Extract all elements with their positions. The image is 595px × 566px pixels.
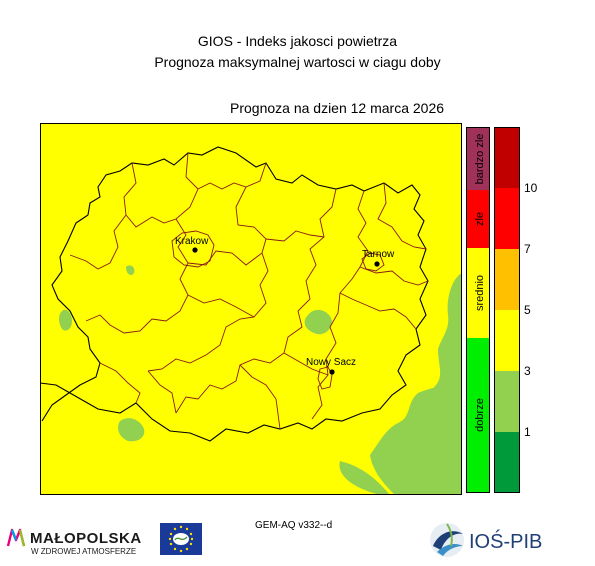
green-patch-east — [412, 273, 462, 419]
category-label-good: dobrze — [474, 398, 486, 432]
eu-life-logo — [160, 523, 202, 555]
green-patch-west — [59, 309, 72, 331]
forecast-map: Krakow Tarnow Nowy Sacz — [40, 123, 462, 495]
category-bad — [466, 190, 490, 248]
category-legend: bardzo zle zle srednio dobrze — [466, 127, 490, 493]
category-label-bad: zle — [474, 212, 486, 226]
malopolska-wordmark: MAŁOPOLSKA — [30, 530, 142, 547]
forecast-date: Prognoza na dzien 12 marca 2026 — [230, 100, 445, 116]
krakow-label: Krakow — [175, 236, 209, 247]
green-patch-southwest — [118, 418, 145, 442]
map-subtitle: Prognoza maksymalnej wartosci w ciagu do… — [154, 54, 441, 70]
tarnow-marker — [374, 261, 380, 267]
scale-band-4 — [494, 249, 520, 310]
nowy-sacz-label: Nowy Sacz — [306, 357, 356, 368]
malopolska-tagline: W ZDROWEJ ATMOSFERZE — [31, 547, 136, 556]
green-patch-center — [304, 309, 332, 335]
scale-tick-1: 1 — [524, 425, 531, 439]
category-good — [466, 338, 490, 493]
scale-tick-5: 5 — [524, 303, 531, 317]
nowy-sacz-marker — [329, 369, 335, 375]
county-boundaries — [69, 152, 429, 430]
category-moderate — [466, 248, 490, 338]
model-version: GEM-AQ v332--d — [255, 520, 333, 531]
tarnow-outline — [361, 252, 385, 272]
scale-band-1 — [494, 432, 520, 493]
category-very-bad — [466, 127, 490, 190]
voivodeship-boundary — [40, 146, 429, 442]
green-patch-small — [126, 265, 135, 275]
ios-pib-wordmark: IOŚ-PIB — [469, 529, 542, 553]
scale-tick-7: 7 — [524, 242, 531, 256]
krakow-outline — [171, 230, 215, 268]
scale-band-3 — [494, 310, 520, 371]
green-patch-south — [339, 461, 390, 495]
scale-band-2 — [494, 371, 520, 432]
tarnow-label: Tarnow — [362, 249, 395, 260]
scale-band-6 — [494, 127, 520, 188]
ios-pib-logo: IOŚ-PIB — [430, 523, 542, 557]
category-label-moderate: srednio — [474, 275, 486, 311]
ios-globe-icon — [430, 523, 464, 557]
green-patch-southeast — [370, 381, 462, 495]
scale-band-5 — [494, 188, 520, 249]
krakow-marker — [192, 247, 198, 253]
nowy-sacz-outline — [317, 366, 333, 390]
malopolska-logo: MAŁOPOLSKA W ZDROWEJ ATMOSFERZE — [6, 528, 142, 556]
index-scale — [494, 127, 520, 493]
map-frame — [40, 123, 462, 495]
scale-tick-10: 10 — [524, 181, 538, 195]
map-title: GIOS - Indeks jakosci powietrza — [197, 33, 398, 49]
category-label-very-bad: bardzo zle — [474, 134, 486, 185]
scale-tick-3: 3 — [524, 364, 531, 378]
eu-stars-icon — [168, 525, 194, 553]
